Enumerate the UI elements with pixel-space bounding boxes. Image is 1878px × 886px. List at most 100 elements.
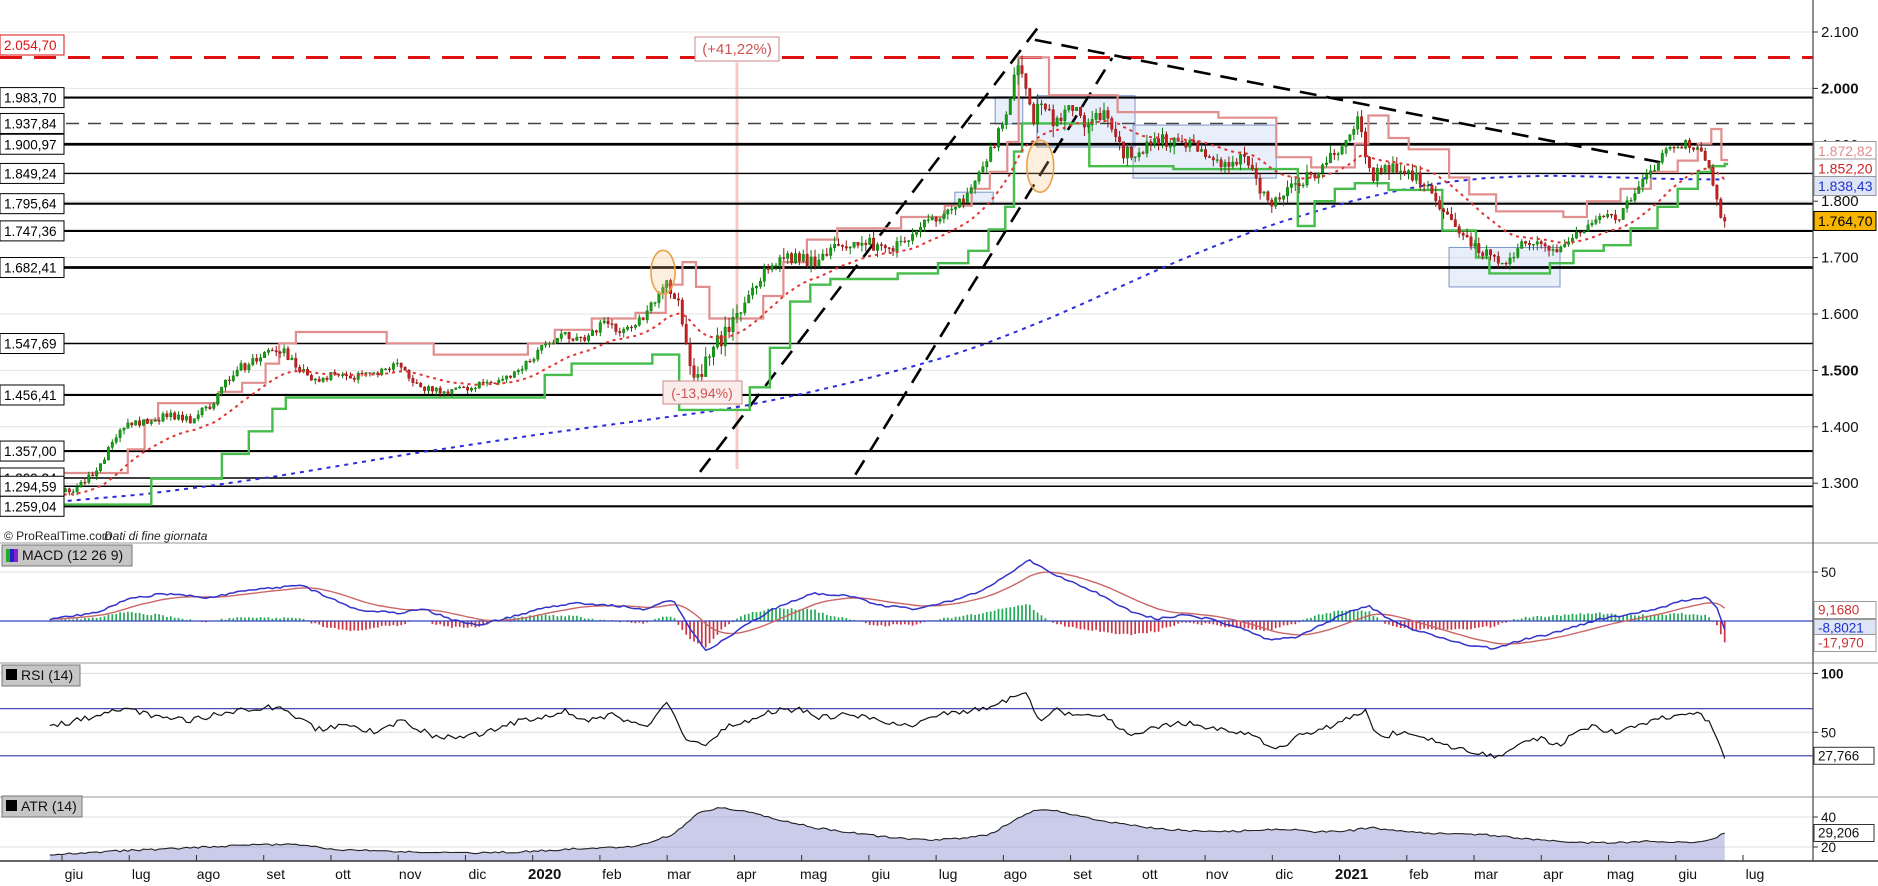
month-label: lug	[132, 866, 151, 882]
month-label: ago	[197, 866, 221, 882]
level-label: 1.357,00	[4, 444, 57, 459]
loss-annotation-box	[662, 380, 743, 405]
month-label: mag	[800, 866, 827, 882]
long-moving-average-line	[49, 174, 1725, 504]
rsi-label: RSI (14)	[21, 667, 73, 683]
level-label: 1.294,59	[4, 479, 57, 494]
trendline-dashed	[854, 57, 1114, 476]
month-label: apr	[736, 866, 757, 882]
level-label-box[interactable]	[0, 440, 65, 462]
atr-axis-label-20: 20	[1821, 840, 1836, 855]
month-label: set	[266, 866, 285, 882]
rsi-chip-bg	[1, 664, 81, 687]
loss-annotation-label: (-13,94%)	[671, 385, 732, 401]
macd-icon-2	[10, 549, 14, 562]
resistance-step-line	[49, 56, 1729, 475]
macd-label: MACD (12 26 9)	[22, 547, 123, 563]
level-label-box[interactable]	[0, 34, 65, 56]
gain-annotation[interactable]: (+41,22%)	[694, 36, 780, 62]
month-label: feb	[1409, 866, 1429, 882]
indicator-value-labels: 50 9,1680 -8,8021-17,970 100 50 27,766 40 2029,…	[1813, 565, 1877, 855]
level-label-box[interactable]	[0, 384, 65, 406]
month-label: lug	[1746, 866, 1765, 882]
level-label: 1.900,97	[4, 137, 57, 152]
level-label-box[interactable]	[0, 112, 65, 134]
rsi-axis-label-100: 100	[1821, 666, 1844, 681]
level-label: 1.849,24	[4, 166, 57, 181]
level-label-box[interactable]	[0, 162, 65, 184]
level-label-box[interactable]	[0, 133, 65, 155]
level-label: 1.682,41	[4, 261, 57, 276]
right-axis-label: 1.600	[1821, 306, 1859, 323]
highlight-ellipses	[650, 139, 1055, 296]
price-callout-ma-short: 1.852,20	[1818, 161, 1873, 177]
atr-pane-label[interactable]: ATR (14)	[1, 795, 83, 818]
highlight-ellipse	[650, 249, 676, 296]
level-label: 2.054,70	[4, 38, 57, 53]
right-axis-label: 1.800	[1821, 193, 1859, 210]
macd-value-label: -17,970	[1818, 636, 1864, 651]
time-axis-labels: giu lug ago set ott nov dic 2020 feb mar apr mag giu…	[61, 855, 1765, 883]
atr-label: ATR (14)	[21, 798, 77, 814]
rsi-value-label: 27,766	[1818, 748, 1859, 763]
macd-axis-label: 50	[1821, 565, 1836, 580]
rsi-line	[49, 692, 1726, 759]
month-label: dic	[468, 866, 486, 882]
price-callout-last-price: 1.764,70	[1818, 213, 1873, 229]
atr-value-label: 29,206	[1818, 826, 1859, 841]
level-label-box[interactable]	[0, 495, 65, 517]
right-axis-label: 1.700	[1821, 250, 1859, 267]
rsi-pane-label[interactable]: RSI (14)	[1, 664, 81, 687]
level-price-labels: 2.054,70 1.983,70 1.937,84 1.900,97 1.849,24…	[0, 34, 65, 517]
macd-line	[49, 559, 1726, 652]
gain-annotation-box	[694, 36, 780, 62]
level-label-box[interactable]	[0, 333, 65, 355]
right-axis-label: 1.300	[1821, 475, 1859, 492]
atr-value-box[interactable]	[1813, 824, 1875, 842]
month-label: nov	[1206, 866, 1229, 882]
macd-icon	[6, 549, 10, 562]
right-axis-label: 2.000	[1821, 80, 1859, 97]
macd-pane-label[interactable]: MACD (12 26 9)	[1, 544, 133, 567]
rsi-value-box[interactable]	[1813, 746, 1875, 765]
month-label: giu	[1678, 866, 1697, 882]
price-series	[0, 56, 1813, 861]
atr-area-fill	[49, 807, 1725, 861]
short-moving-average-line	[49, 119, 1726, 497]
month-label: ott	[1142, 866, 1158, 882]
level-label-box[interactable]	[0, 220, 65, 242]
level-label-box[interactable]	[0, 87, 65, 109]
macd-chip-bg	[1, 544, 133, 567]
month-label: feb	[602, 866, 622, 882]
level-label-box[interactable]	[0, 193, 65, 215]
level-label-box[interactable]	[0, 257, 65, 279]
price-callouts: 1.872,82 1.852,201.838,43 1.764,70	[1813, 141, 1877, 231]
level-label: 1.456,41	[4, 388, 57, 403]
data-note-text: Dati di fine giornata	[104, 529, 208, 543]
price-callout-ma-long: 1.838,43	[1818, 178, 1873, 194]
month-label: dic	[1275, 866, 1293, 882]
price-callout-box-last-price[interactable]	[1813, 211, 1877, 231]
macd-value-label: -8,8021	[1818, 621, 1864, 636]
right-axis-label: 1.500	[1821, 362, 1859, 379]
macd-value-box[interactable]	[1813, 601, 1877, 619]
month-label: mag	[1607, 866, 1634, 882]
atr-icon	[6, 800, 17, 811]
trendlines	[698, 21, 1661, 476]
price-callout-box-ma-long[interactable]	[1813, 176, 1877, 196]
rsi-icon	[6, 669, 17, 680]
month-label: set	[1073, 866, 1092, 882]
horizontal-levels	[0, 56, 1813, 508]
loss-annotation[interactable]: (-13,94%)	[662, 380, 743, 405]
atr-chip-bg	[1, 795, 83, 818]
right-axis-label: 2.100	[1821, 24, 1859, 41]
month-label: mar	[1474, 866, 1498, 882]
month-label: mar	[667, 866, 691, 882]
level-label: 1.547,69	[4, 337, 57, 352]
macd-value-box[interactable]	[1813, 634, 1877, 652]
copyright-text: © ProRealTime.com	[4, 529, 112, 543]
highlight-ellipse	[1025, 139, 1055, 193]
